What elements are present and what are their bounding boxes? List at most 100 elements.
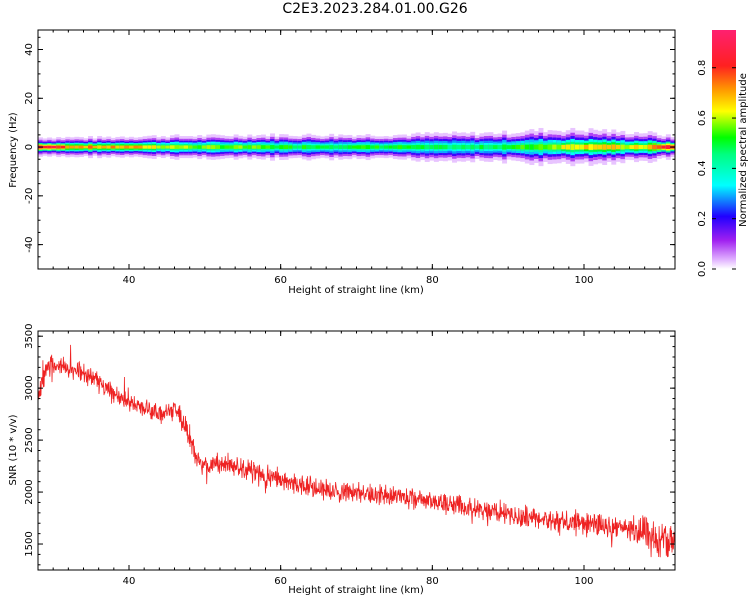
spectrogram-cell [506,145,512,149]
spectrogram-cell [488,144,494,150]
spectrogram-cell [188,145,194,149]
spectrogram-cell [142,145,148,149]
spectrogram-cell [479,144,485,150]
spectrogram-cell [402,145,407,149]
spectrogram-cell [129,145,134,149]
spectrogram-cell [556,144,562,150]
spectrogram-cell [306,145,312,150]
spectrogram-cell [388,145,394,149]
spectrogram-cell [511,145,517,150]
spectrogram-cell [220,145,225,149]
y-tick-label: 40 [24,43,35,56]
spectrogram-cell [374,145,380,149]
snr-background [38,331,675,570]
spectrogram-cell [210,145,216,149]
x-tick-label: 60 [274,275,287,286]
spectrogram-cell [392,145,398,149]
spectrogram-cell [515,144,521,150]
spectrogram-cell [429,145,435,150]
spectrogram-cell [465,145,471,150]
x-tick-label: 60 [274,576,287,587]
spectrogram-cell [383,145,389,149]
spectrogram-cell [643,144,649,150]
spectrogram-cell [579,144,585,150]
colorbar-label: Normalized spectral amplitude [738,73,749,227]
y-tick-label: 2500 [24,427,35,452]
spectrogram-cell [74,145,80,149]
colorbar-tick-label: 0.0 [697,261,708,277]
spectrogram-cell [320,145,326,149]
x-tick-label: 80 [426,275,439,286]
spectrogram-cell [56,145,62,149]
spectrogram-cell [65,145,71,149]
spectrogram-cell [160,145,166,149]
y-tick-label: 20 [24,92,35,105]
spectrogram-cell [565,144,571,150]
spectrogram-cell [461,144,467,150]
spectrogram-xlabel: Height of straight line (km) [288,285,424,296]
spectrogram-cell [483,144,489,150]
snr-ticks: 40 60 80 100 1500 2000 2500 3000 3500 [24,323,676,587]
snr-ylabel: SNR (10 * v/v) [8,414,19,485]
spectrogram-cell [106,145,112,149]
spectrogram-cell [456,144,462,150]
spectrogram-cell [115,145,121,149]
spectrogram-cell [88,145,93,149]
spectrogram-cell [606,144,612,150]
spectrogram-cell [265,145,271,149]
spectrogram-cell [442,144,448,150]
spectrogram-cell [524,144,530,150]
spectrogram-cell [447,145,453,150]
spectrogram-cell [179,145,184,149]
spectrogram-cell [156,145,162,149]
spectrogram-cell [138,145,144,149]
y-tick-label: 1500 [24,531,35,556]
spectrogram-cell [119,145,125,149]
colorbar-tick-label: 0.6 [697,110,708,126]
spectrogram-cell [233,145,239,149]
spectrogram-cell [602,144,608,150]
colorbar: 0.0 0.2 0.4 0.6 0.8 Normalized spectral ampl… [697,30,749,277]
spectrogram-cell [474,145,480,149]
spectrogram-cell [433,144,439,150]
x-tick-label: 100 [574,576,593,587]
spectrogram-cell [169,145,175,149]
spectrogram-cell [97,145,103,149]
spectrogram-cell [620,144,626,150]
spectrogram-cell [260,145,266,149]
spectrogram-cell [424,144,430,150]
y-tick-label: 2000 [24,479,35,504]
spectrogram-cell [397,145,403,149]
spectrogram-cell [638,145,644,150]
y-tick-label: -20 [24,188,35,204]
colorbar-ticks: 0.0 0.2 0.4 0.6 0.8 [697,60,736,277]
y-tick-label: 3500 [24,323,35,348]
spectrogram-cell [665,145,671,149]
spectrogram-cell [547,144,553,150]
spectrogram-cell [174,145,180,149]
spectrogram-cell [420,145,426,150]
x-tick-label: 40 [123,275,136,286]
spectrogram-cell [497,145,503,150]
spectrogram-cell [370,145,376,149]
spectrogram-cell [242,145,248,149]
spectrogram-cell [365,145,371,150]
x-tick-label: 80 [426,576,439,587]
spectrogram-cell [338,145,344,149]
spectrogram-cell [92,145,98,149]
chart-title: C2E3.2023.284.01.00.G26 [282,1,468,17]
spectrogram-cell [301,145,307,149]
spectrogram-cell [183,145,189,149]
colorbar-tick-label: 0.4 [697,160,708,176]
spectrogram-cell [315,145,321,149]
y-tick-label: -40 [24,236,35,252]
spectrogram-cell [493,145,498,150]
y-tick-label: 0 [24,144,35,150]
spectrogram-cell [552,144,558,150]
spectrogram-cell [611,144,617,150]
spectrogram-cell [47,145,53,149]
spectrogram-cell [588,144,594,150]
spectrogram-cell [151,145,157,149]
spectrogram-ylabel: Frequency (Hz) [8,112,19,188]
